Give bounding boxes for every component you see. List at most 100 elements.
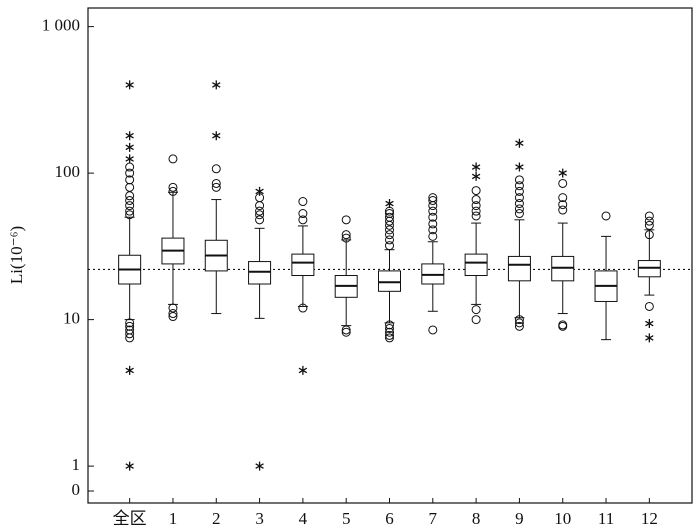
extreme <box>255 461 264 471</box>
x-tick-label: 7 <box>429 509 438 528</box>
extreme <box>125 80 134 90</box>
outlier <box>125 175 135 185</box>
outlier <box>471 315 481 325</box>
box <box>464 253 488 277</box>
outlier <box>644 301 654 311</box>
x-tick-label: 2 <box>212 509 221 528</box>
outlier <box>341 327 351 337</box>
outlier <box>514 181 524 191</box>
outlier <box>341 325 351 335</box>
outlier <box>255 215 265 225</box>
extreme <box>471 171 481 181</box>
outlier <box>644 211 654 221</box>
outlier <box>255 210 265 220</box>
outlier <box>385 327 394 337</box>
outlier <box>428 325 438 335</box>
outlier <box>514 209 524 219</box>
outlier <box>558 178 568 188</box>
x-tick-label: 11 <box>598 509 614 528</box>
outlier <box>428 206 438 216</box>
outlier <box>385 230 394 240</box>
outlier <box>341 233 351 243</box>
outlier <box>125 321 135 331</box>
extreme <box>645 333 654 343</box>
outlier <box>385 241 394 251</box>
outlier <box>255 206 265 216</box>
outlier <box>125 162 135 172</box>
outlier <box>558 193 568 203</box>
outlier <box>428 193 438 203</box>
extreme <box>255 186 264 196</box>
x-tick-label: 9 <box>515 509 524 528</box>
outlier <box>471 206 481 216</box>
outlier <box>125 318 135 328</box>
box <box>291 253 315 277</box>
x-tick-label: 6 <box>385 509 394 528</box>
y-axis-label: Li(10⁻⁶) <box>7 226 26 284</box>
outlier <box>125 168 135 178</box>
outlier <box>514 186 524 196</box>
outlier <box>471 195 481 205</box>
extreme <box>515 138 524 148</box>
outlier <box>125 329 135 339</box>
x-tick-label: 8 <box>472 509 481 528</box>
outlier <box>471 211 481 221</box>
outlier <box>558 205 568 215</box>
outlier <box>125 333 135 343</box>
extreme <box>558 168 567 178</box>
outlier <box>298 197 308 207</box>
box <box>378 270 401 292</box>
outlier <box>644 216 654 226</box>
outlier <box>471 186 481 196</box>
outlier <box>211 182 221 192</box>
outlier <box>385 330 394 340</box>
outlier <box>601 211 611 221</box>
outlier <box>298 209 308 219</box>
extreme <box>212 80 221 90</box>
extreme <box>125 154 134 164</box>
outlier <box>428 219 438 229</box>
outlier <box>385 320 394 330</box>
extreme <box>212 131 221 141</box>
x-tick-label: 全区 <box>113 509 147 528</box>
outlier <box>168 186 178 196</box>
outlier <box>341 230 351 240</box>
outlier <box>298 215 308 225</box>
extreme <box>385 199 394 209</box>
y-tick-label: 100 <box>55 162 81 181</box>
outlier <box>471 201 481 211</box>
x-tick-label: 10 <box>554 509 571 528</box>
outlier <box>298 303 308 313</box>
y-tick-label: 1 000 <box>42 16 80 35</box>
outlier <box>125 191 135 201</box>
outlier <box>385 209 394 219</box>
outlier <box>168 182 178 192</box>
outlier <box>168 154 178 164</box>
y-tick-label: 0 <box>72 480 81 499</box>
outlier <box>125 210 135 220</box>
outlier <box>125 182 135 192</box>
outlier <box>514 321 524 331</box>
x-tick-label: 1 <box>169 509 178 528</box>
outlier <box>558 321 568 331</box>
outlier <box>211 178 221 188</box>
outlier <box>125 196 135 206</box>
outlier <box>385 212 394 222</box>
outlier <box>514 204 524 214</box>
y-tick-label: 1 <box>72 455 81 474</box>
extreme <box>298 365 308 375</box>
outlier <box>644 220 654 230</box>
extreme <box>125 131 134 141</box>
outlier <box>385 323 394 333</box>
outlier <box>514 199 524 209</box>
x-tick-label: 4 <box>299 509 308 528</box>
outlier <box>514 175 524 185</box>
x-tick-label: 3 <box>255 509 264 528</box>
outlier <box>168 309 178 319</box>
outlier <box>125 206 135 216</box>
outlier <box>385 235 394 245</box>
x-tick-label: 5 <box>342 509 351 528</box>
extreme <box>645 319 654 329</box>
outlier <box>428 212 438 222</box>
